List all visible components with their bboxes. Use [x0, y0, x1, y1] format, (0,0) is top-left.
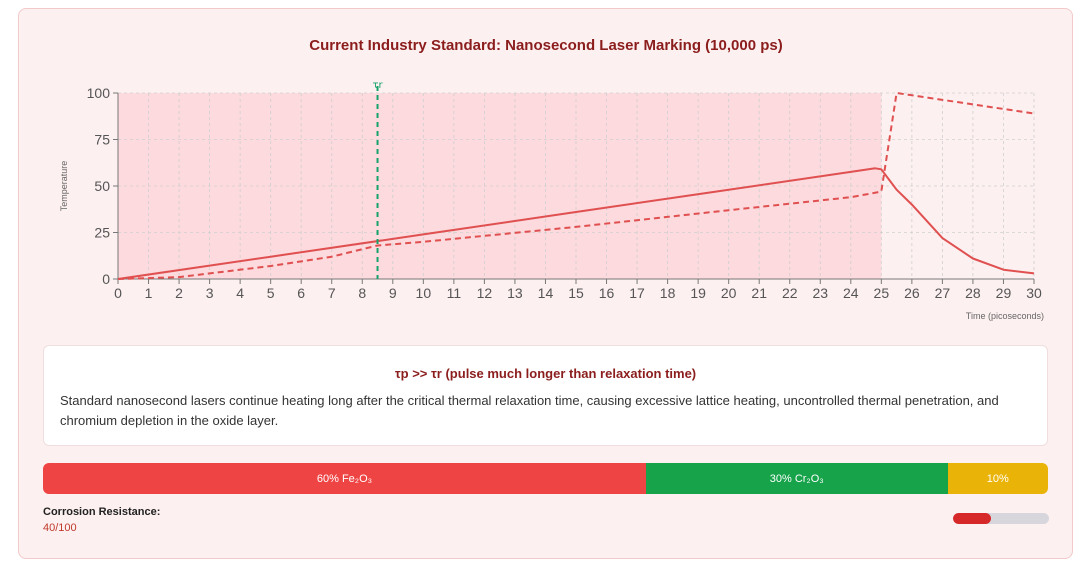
x-tick-label: 20 — [721, 285, 737, 301]
x-tick-label: 19 — [690, 285, 706, 301]
x-tick-label: 26 — [904, 285, 920, 301]
x-tick-label: 15 — [568, 285, 584, 301]
x-tick-label: 13 — [507, 285, 523, 301]
y-axis-label: Temperature — [59, 161, 69, 212]
corrosion-value: 40/100 — [43, 522, 77, 534]
x-tick-label: 2 — [175, 285, 183, 301]
x-tick-label: 12 — [477, 285, 493, 301]
y-tick-label: 0 — [102, 271, 110, 287]
x-tick-label: 27 — [935, 285, 951, 301]
info-heading: τp >> τr (pulse much longer than relaxat… — [394, 366, 697, 381]
x-tick-label: 14 — [538, 285, 554, 301]
x-tick-label: 8 — [358, 285, 366, 301]
x-tick-label: 23 — [812, 285, 828, 301]
x-tick-label: 7 — [328, 285, 336, 301]
x-tick-label: 21 — [751, 285, 767, 301]
corrosion-label: Corrosion Resistance: — [43, 506, 161, 518]
x-tick-label: 16 — [599, 285, 615, 301]
corrosion-meter-fill — [953, 513, 992, 524]
x-tick-label: 6 — [297, 285, 305, 301]
x-tick-label: 10 — [416, 285, 432, 301]
x-tick-label: 29 — [996, 285, 1012, 301]
composition-bar: 60% Fe₂O₃ 30% Cr₂O₃ 10% — [43, 463, 1048, 494]
x-tick-label: 18 — [660, 285, 676, 301]
x-tick-label: 11 — [447, 285, 462, 301]
x-axis-label: Time (picoseconds) — [966, 311, 1044, 321]
x-tick-label: 30 — [1026, 285, 1042, 301]
cr2o3-segment: 30% Cr₂O₃ — [646, 463, 948, 494]
y-tick-label: 25 — [94, 225, 110, 241]
y-tick-label: 75 — [94, 132, 110, 148]
chart-title: Current Industry Standard: Nanosecond La… — [309, 37, 783, 54]
series-line-solid — [117, 167, 1035, 280]
x-tick-label: 25 — [874, 285, 890, 301]
x-tick-label: 24 — [843, 285, 859, 301]
tau-r-marker-label: τr — [372, 80, 383, 91]
x-tick-label: 17 — [629, 285, 645, 301]
other-segment: 10% — [947, 463, 1048, 494]
temperature-chart: 0 1 2 3 4 5 6 7 8 9 10 11 12 13 14 15 16 17 18 19 20 21 22 23 24… — [59, 80, 1044, 321]
y-tick-label: 50 — [94, 178, 110, 194]
info-body: Standard nanosecond lasers continue heat… — [60, 393, 999, 428]
x-tick-label: 9 — [389, 285, 397, 301]
x-tick-label: 1 — [145, 285, 153, 301]
x-tick-label: 22 — [782, 285, 798, 301]
x-tick-label: 3 — [206, 285, 214, 301]
fe2o3-segment: 60% Fe₂O₃ — [43, 463, 646, 494]
x-tick-label: 4 — [236, 285, 244, 301]
series-line-dashed — [117, 92, 1035, 280]
x-tick-label: 5 — [267, 285, 275, 301]
corrosion-meter — [953, 513, 1049, 524]
info-card: τp >> τr (pulse much longer than relaxat… — [43, 345, 1048, 446]
x-tick-label: 0 — [114, 285, 122, 301]
x-tick-label: 28 — [965, 285, 981, 301]
y-tick-label: 100 — [87, 85, 111, 101]
